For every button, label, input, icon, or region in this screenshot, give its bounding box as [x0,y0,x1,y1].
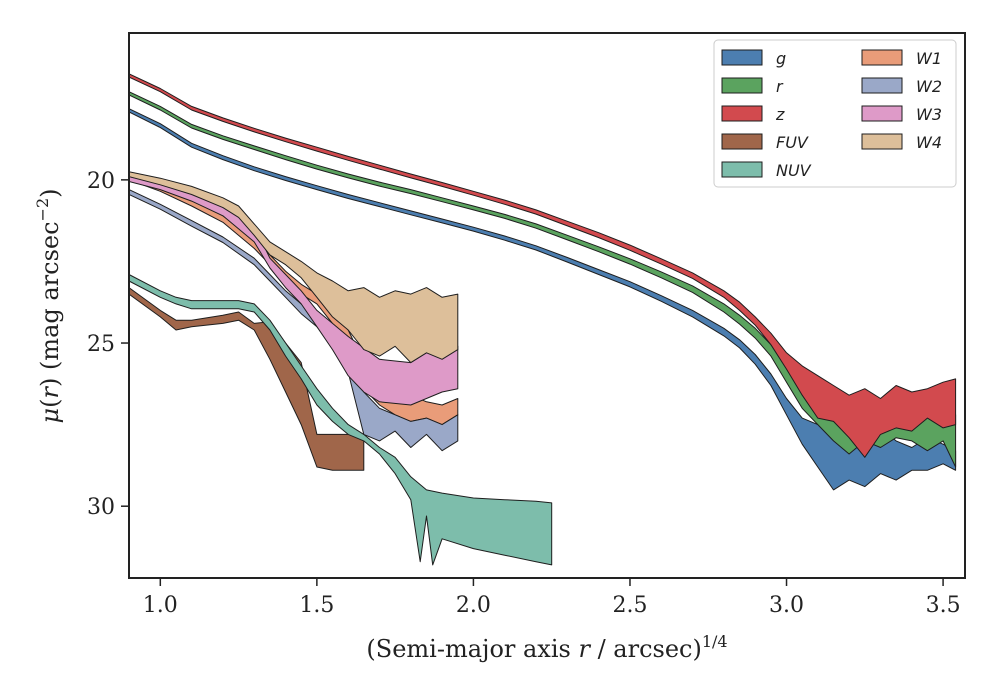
series-layer [129,73,957,566]
series-band-fuv [129,287,365,471]
y-axis: 20 25 30 [87,169,129,520]
legend-swatch-g [721,49,763,66]
x-axis-label: (Semi-major axis r / arcsec)1/4 [366,632,727,663]
series-band-w4 [129,171,459,364]
series-band-g [129,108,957,491]
legend-swatch-r [721,77,763,94]
x-tick-label: 3.5 [926,593,961,618]
legend-swatch-w1 [861,49,903,66]
legend-label-fuv: FUV [776,133,809,152]
legend-label-w1: W1 [916,49,942,68]
legend-label-w3: W3 [916,105,942,124]
legend-label-z: z [775,105,785,124]
series-band-nuv [129,274,553,566]
y-axis-label: μ(r) (mag arcsec−2) [33,188,64,423]
y-tick-label: 25 [87,332,115,357]
y-tick-label: 30 [87,495,115,520]
legend-frame [713,39,957,188]
legend-label-w2: W2 [916,77,942,96]
legend-swatch-w2 [861,77,903,94]
series-band-w3 [129,176,459,406]
x-axis: 1.0 1.5 2.0 2.5 3.0 3.5 [143,578,961,618]
legend-swatch-z [721,105,763,122]
legend-label-w4: W4 [916,133,942,152]
x-tick-label: 1.0 [143,593,178,618]
x-tick-label: 2.5 [612,593,647,618]
series-band-z [129,73,957,458]
legend-label-r: r [776,77,784,96]
legend: grz FUV NUV W1 W2 W3 W4 [713,39,957,188]
x-tick-label: 2.0 [456,593,491,618]
legend-swatch-nuv [721,161,763,178]
x-tick-label: 1.5 [299,593,334,618]
y-tick-label: 20 [87,169,115,194]
series-band-w2 [129,189,459,452]
x-tick-label: 3.0 [769,593,804,618]
legend-swatch-w4 [861,133,903,150]
legend-label-nuv: NUV [776,161,812,180]
plot-frame [128,32,966,579]
legend-label-g: g [776,49,786,68]
legend-swatch-w3 [861,105,903,122]
legend-swatch-fuv [721,133,763,150]
